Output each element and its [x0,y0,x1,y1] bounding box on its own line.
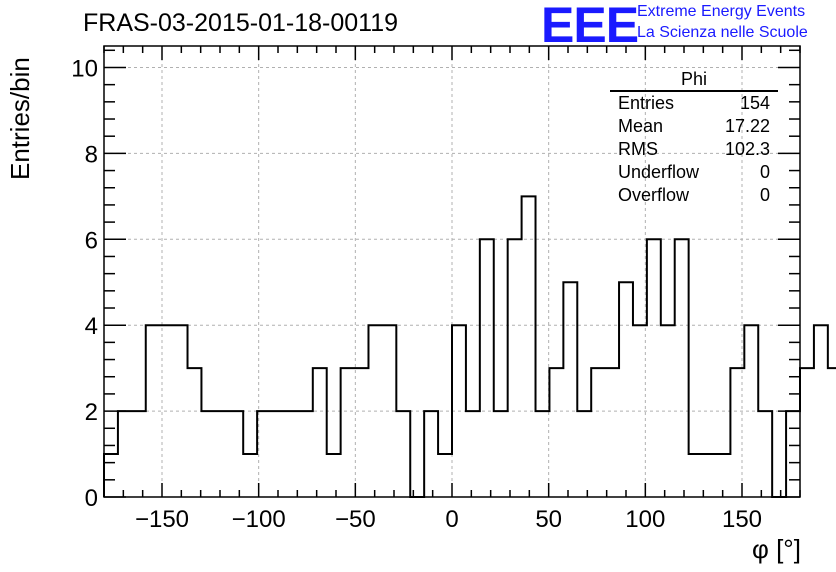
histogram-bin [522,196,536,497]
stats-value: 0 [759,162,770,182]
y-tick-label: 4 [85,313,98,340]
histogram-bin [313,368,327,497]
x-axis-label: φ [°] [752,534,801,564]
y-tick-label: 2 [85,399,98,426]
histogram-bin [494,411,508,497]
tick-marks [103,46,801,498]
x-tick-label: −150 [135,506,189,533]
histogram-series [103,195,836,498]
histogram-bin [229,411,243,497]
histogram-bin [814,325,828,497]
histogram-bin [299,411,313,497]
stats-label: Underflow [618,162,700,182]
histogram-bin [327,454,341,497]
histogram-bin [118,411,132,497]
x-tick-label: 50 [535,506,562,533]
x-tick-label: −100 [232,506,286,533]
histogram-outline [103,195,836,498]
y-tick-label: 8 [85,141,98,168]
histogram-bin [188,368,202,497]
stats-row-rms: RMS 102.3 [610,138,778,161]
histogram-bin [647,239,661,497]
stats-row-entries: Entries 154 [610,92,778,115]
stats-title: Phi [610,68,778,92]
tick-labels: −150 −100 −50 0 50 100 150 0 2 4 6 8 10 [71,55,762,533]
histogram-bin [271,411,285,497]
eee-logo: EEE [541,0,639,53]
histogram-bin [285,411,299,497]
histogram-bin [800,368,814,497]
x-tick-label: −50 [335,506,376,533]
logo-line-2: La Scienza nelle Scuole [637,24,808,41]
histogram-bin [201,411,215,497]
stats-label: RMS [618,139,658,159]
y-tick-label: 0 [85,485,98,512]
histogram-bin [689,454,703,497]
histogram-bin [132,411,146,497]
histogram-bin [828,368,836,497]
stats-box: Phi Entries 154 Mean 17.22 RMS 102.3 Und… [610,68,778,207]
histogram-bin [243,454,257,497]
histogram-bin [341,368,355,497]
histogram-bin [577,411,591,497]
stats-label: Entries [618,93,675,113]
histogram-bin [716,454,730,497]
histogram-bin [104,454,118,497]
stats-value: 154 [739,93,770,113]
x-tick-label: 150 [722,506,762,533]
logo-line-1: Extreme Energy Events [637,3,806,20]
stats-row-overflow: Overflow 0 [610,184,778,207]
histogram-bin [549,368,563,497]
histogram-bin [215,411,229,497]
y-tick-label: 6 [85,227,98,254]
histogram-bin [536,411,550,497]
histogram-bin [396,411,410,497]
stats-row-mean: Mean 17.22 [610,115,778,138]
histogram-bin [619,282,633,497]
histogram-bin [174,325,188,497]
histogram-bin [508,239,522,497]
histogram-bin [438,454,452,497]
stats-value: 102.3 [724,139,770,159]
stats-value: 17.22 [724,116,770,136]
y-tick-label: 10 [71,55,98,82]
stats-value: 0 [759,185,770,205]
histogram-bin [424,411,438,497]
histogram-bin [758,411,772,497]
histogram-bin [675,239,689,497]
histogram-bin [355,368,369,497]
stats-label: Mean [618,116,664,136]
histogram-bin [605,368,619,497]
histogram-bin [480,239,494,497]
histogram-bin [563,282,577,497]
plot-title: FRAS-03-2015-01-18-00119 [83,9,399,37]
histogram-bin [591,368,605,497]
x-tick-label: 100 [625,506,665,533]
x-tick-label: 0 [445,506,458,533]
stats-label: Overflow [618,185,690,205]
histogram-bin [786,411,800,497]
histogram-bin [703,454,717,497]
stats-row-underflow: Underflow 0 [610,161,778,184]
y-axis-label: Entries/bin [5,57,35,180]
histogram-bin [466,411,480,497]
